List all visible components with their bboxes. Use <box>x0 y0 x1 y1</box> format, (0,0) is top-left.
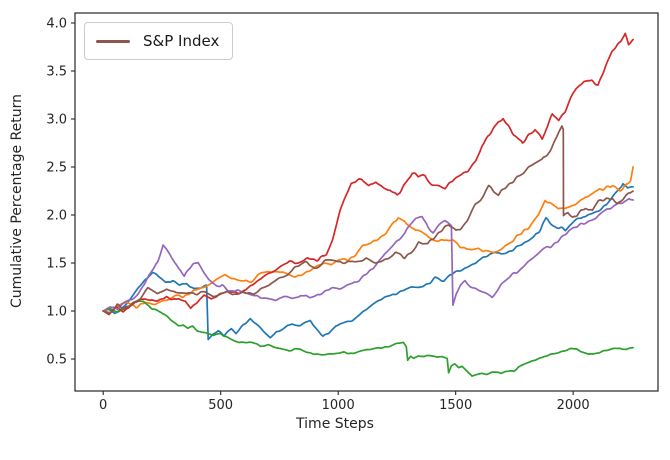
svg-text:2000: 2000 <box>557 398 590 413</box>
legend: S&P Index <box>84 22 234 60</box>
svg-text:2.0: 2.0 <box>46 209 67 224</box>
svg-text:0.5: 0.5 <box>46 353 67 368</box>
svg-text:2.5: 2.5 <box>46 161 67 176</box>
svg-text:1.5: 1.5 <box>46 257 67 272</box>
legend-label: S&P Index <box>143 32 220 50</box>
svg-text:1500: 1500 <box>439 398 472 413</box>
svg-text:1.0: 1.0 <box>46 305 67 320</box>
series-orange <box>102 166 634 314</box>
plot-border <box>74 12 659 392</box>
svg-text:3.5: 3.5 <box>46 64 67 79</box>
svg-text:1000: 1000 <box>322 398 355 413</box>
series-purple <box>102 197 634 312</box>
svg-text:500: 500 <box>208 398 233 413</box>
svg-text:3.0: 3.0 <box>46 112 67 127</box>
series-sp-index <box>102 125 634 315</box>
svg-text:4.0: 4.0 <box>46 16 67 31</box>
legend-line-sample <box>96 39 130 43</box>
y-axis-ticks: 0.5 1.0 1.5 2.0 2.5 3.0 3.5 4.0 <box>46 16 75 368</box>
series-red <box>102 32 634 316</box>
y-axis-label: Cumulative Percentage Return <box>9 93 25 309</box>
x-axis-label: Time Steps <box>296 416 374 432</box>
svg-text:0: 0 <box>99 398 107 413</box>
series-blue <box>102 182 634 341</box>
x-axis-ticks: 0 500 1000 1500 2000 <box>99 391 590 413</box>
series-green <box>102 300 634 377</box>
